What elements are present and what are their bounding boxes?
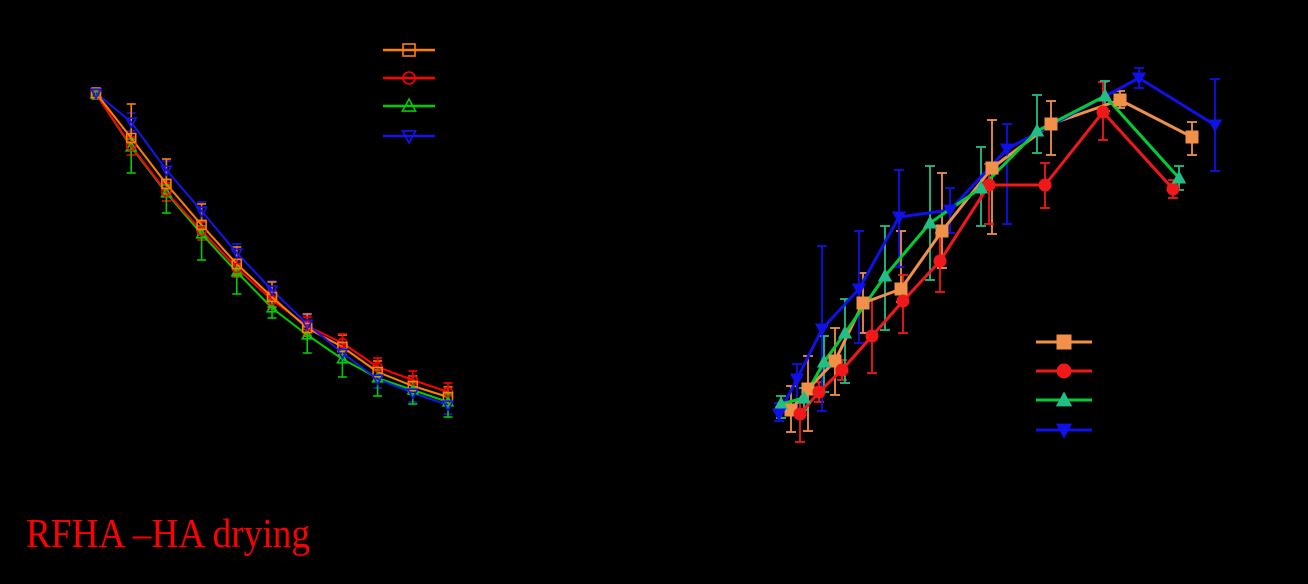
svg-text:RFHA –HA drying: RFHA –HA drying <box>26 510 310 556</box>
